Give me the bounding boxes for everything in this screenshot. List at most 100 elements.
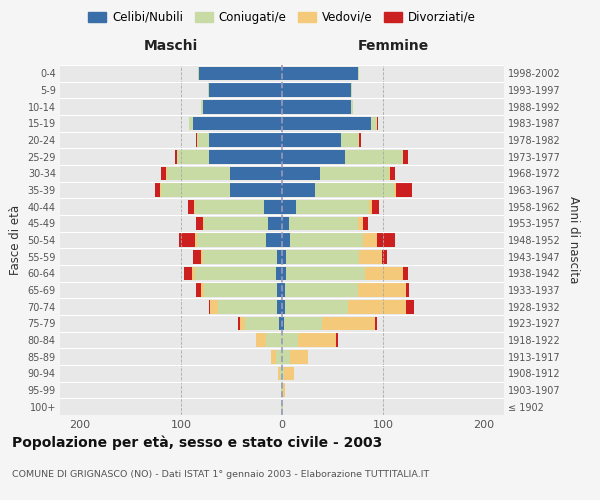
Bar bbox=[365, 266, 403, 280]
Bar bbox=[282, 200, 296, 213]
Bar bbox=[277, 283, 282, 297]
Bar bbox=[197, 233, 266, 247]
Bar bbox=[167, 166, 230, 180]
Bar bbox=[211, 300, 218, 314]
Bar bbox=[282, 150, 344, 164]
Bar bbox=[282, 233, 290, 247]
Bar bbox=[188, 200, 194, 213]
Bar bbox=[396, 183, 412, 197]
Bar bbox=[195, 233, 197, 247]
Bar bbox=[282, 266, 286, 280]
Bar bbox=[282, 216, 289, 230]
Bar bbox=[192, 266, 195, 280]
Bar bbox=[218, 300, 277, 314]
Bar bbox=[284, 366, 294, 380]
Bar bbox=[201, 100, 203, 114]
Bar bbox=[195, 200, 264, 213]
Bar bbox=[203, 100, 282, 114]
Bar bbox=[264, 200, 282, 213]
Bar bbox=[189, 116, 193, 130]
Bar bbox=[195, 266, 276, 280]
Bar bbox=[230, 183, 282, 197]
Bar bbox=[371, 116, 377, 130]
Bar bbox=[160, 183, 161, 197]
Bar bbox=[284, 316, 322, 330]
Bar bbox=[238, 316, 239, 330]
Bar bbox=[389, 166, 390, 180]
Bar bbox=[209, 300, 211, 314]
Bar bbox=[271, 350, 276, 364]
Bar bbox=[161, 183, 230, 197]
Bar bbox=[276, 350, 282, 364]
Bar bbox=[282, 183, 316, 197]
Bar bbox=[239, 316, 245, 330]
Bar bbox=[282, 100, 350, 114]
Bar bbox=[290, 350, 308, 364]
Bar bbox=[347, 300, 406, 314]
Bar bbox=[289, 216, 358, 230]
Bar bbox=[403, 266, 408, 280]
Bar bbox=[322, 316, 375, 330]
Bar bbox=[406, 283, 409, 297]
Bar bbox=[279, 316, 282, 330]
Bar bbox=[245, 316, 279, 330]
Bar bbox=[298, 333, 337, 347]
Bar bbox=[281, 400, 282, 413]
Bar bbox=[204, 283, 277, 297]
Bar bbox=[193, 116, 282, 130]
Bar bbox=[194, 200, 195, 213]
Bar bbox=[369, 200, 372, 213]
Bar bbox=[277, 300, 282, 314]
Bar bbox=[390, 166, 395, 180]
Bar bbox=[266, 233, 282, 247]
Bar bbox=[282, 66, 358, 80]
Bar bbox=[166, 166, 167, 180]
Bar bbox=[282, 316, 284, 330]
Bar bbox=[282, 283, 285, 297]
Bar bbox=[155, 183, 160, 197]
Bar bbox=[196, 216, 203, 230]
Bar bbox=[382, 250, 387, 264]
Bar bbox=[184, 266, 192, 280]
Bar bbox=[283, 383, 285, 397]
Bar bbox=[316, 183, 394, 197]
Bar bbox=[209, 133, 282, 147]
Text: Maschi: Maschi bbox=[144, 40, 198, 54]
Y-axis label: Anni di nascita: Anni di nascita bbox=[566, 196, 580, 284]
Bar bbox=[282, 166, 320, 180]
Bar bbox=[197, 133, 209, 147]
Bar bbox=[201, 250, 203, 264]
Bar bbox=[358, 66, 359, 80]
Bar bbox=[266, 333, 282, 347]
Bar bbox=[282, 333, 298, 347]
Bar bbox=[209, 83, 282, 97]
Bar bbox=[377, 116, 378, 130]
Bar bbox=[406, 300, 414, 314]
Bar bbox=[277, 250, 282, 264]
Y-axis label: Fasce di età: Fasce di età bbox=[9, 205, 22, 275]
Bar bbox=[282, 400, 283, 413]
Bar bbox=[341, 133, 359, 147]
Bar bbox=[282, 383, 283, 397]
Bar bbox=[350, 100, 353, 114]
Bar bbox=[198, 66, 199, 80]
Bar bbox=[372, 200, 379, 213]
Bar bbox=[196, 283, 201, 297]
Bar bbox=[209, 150, 282, 164]
Bar bbox=[320, 166, 389, 180]
Bar bbox=[280, 366, 282, 380]
Bar bbox=[203, 216, 204, 230]
Bar bbox=[282, 83, 350, 97]
Bar bbox=[276, 266, 282, 280]
Bar bbox=[359, 133, 361, 147]
Bar bbox=[177, 150, 209, 164]
Bar bbox=[290, 233, 363, 247]
Bar bbox=[296, 200, 369, 213]
Bar bbox=[285, 300, 347, 314]
Bar bbox=[282, 366, 284, 380]
Text: Popolazione per età, sesso e stato civile - 2003: Popolazione per età, sesso e stato civil… bbox=[12, 435, 382, 450]
Bar bbox=[201, 283, 204, 297]
Bar bbox=[282, 350, 290, 364]
Bar bbox=[359, 250, 382, 264]
Bar bbox=[282, 300, 285, 314]
